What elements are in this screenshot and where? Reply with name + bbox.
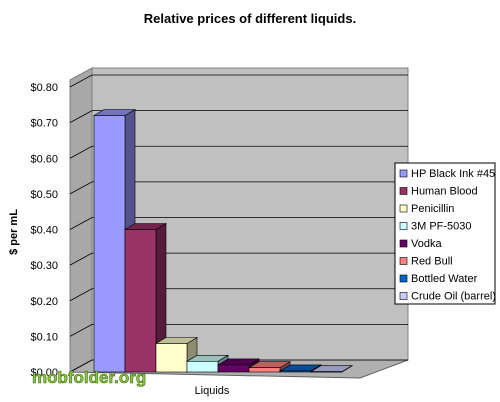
bar-front	[93, 115, 126, 373]
gridline	[69, 74, 408, 88]
bars	[92, 108, 354, 373]
legend-label: Crude Oil (barrel)	[411, 291, 496, 303]
bar-front	[279, 370, 312, 373]
legend-swatch	[399, 292, 408, 300]
bar-front	[186, 361, 219, 373]
x-axis-label: Liquids	[195, 385, 230, 397]
legend-item: Red Bull	[399, 256, 453, 268]
legend-label: Vodka	[411, 238, 442, 250]
legend-item: Human Blood	[399, 186, 478, 198]
legend-items: HP Black Ink #45 Human Blood Penicillin 3M …	[399, 168, 496, 303]
legend	[394, 162, 496, 305]
legend-label: Bottled Water	[411, 273, 478, 285]
legend-label: Penicillin	[411, 203, 454, 215]
bar-front	[310, 371, 343, 373]
gridline	[69, 359, 408, 373]
bar-front	[124, 229, 157, 373]
legend-swatch	[399, 222, 408, 230]
bar-front	[217, 364, 250, 373]
bar	[309, 365, 354, 373]
y-tick-label: $0.50	[30, 189, 58, 201]
gridline	[69, 323, 408, 337]
y-axis-ticks: $0.00 $0.10 $0.20 $0.30 $0.40 $0.50 $0.60 $0.70…	[30, 82, 58, 379]
gridlines	[69, 74, 408, 373]
bar-front	[248, 367, 281, 373]
gridline	[69, 288, 408, 302]
legend-item: Bottled Water	[399, 273, 478, 285]
y-tick-label: $0.60	[30, 153, 58, 165]
legend-item: HP Black Ink #45	[399, 168, 495, 180]
legend-label: Human Blood	[411, 186, 478, 198]
legend-item: 3M PF-5030	[399, 221, 472, 233]
legend-label: Red Bull	[411, 256, 453, 268]
watermark: mobfolder.org	[32, 368, 146, 387]
y-tick-label: $0.30	[30, 260, 58, 272]
y-tick-label: $0.70	[30, 118, 58, 130]
legend-swatch	[399, 187, 408, 195]
legend-swatch	[399, 204, 408, 213]
y-tick-label: $0.40	[30, 225, 58, 237]
chart-title: Relative prices of different liquids.	[144, 11, 356, 26]
legend-swatch	[399, 257, 408, 265]
legend-item: Penicillin	[399, 203, 454, 215]
y-tick-label: $0.20	[30, 296, 58, 308]
gridline	[69, 110, 408, 123]
legend-item: Crude Oil (barrel)	[399, 291, 496, 303]
gridline	[69, 181, 408, 195]
y-tick-label: $0.80	[30, 82, 58, 94]
bar-front	[155, 343, 188, 373]
y-tick-label: $0.00	[30, 367, 58, 379]
legend-swatch	[399, 274, 408, 283]
legend-label: HP Black Ink #45	[411, 168, 495, 180]
gridline	[69, 145, 408, 159]
legend-swatch	[399, 239, 408, 248]
legend-swatch	[399, 169, 408, 178]
y-tick-label: $0.10	[30, 331, 58, 343]
gridline	[69, 217, 408, 230]
legend-item: Vodka	[399, 238, 442, 250]
legend-label: 3M PF-5030	[411, 221, 472, 233]
gridline	[69, 252, 408, 266]
y-axis-label: $ per mL	[8, 209, 20, 255]
